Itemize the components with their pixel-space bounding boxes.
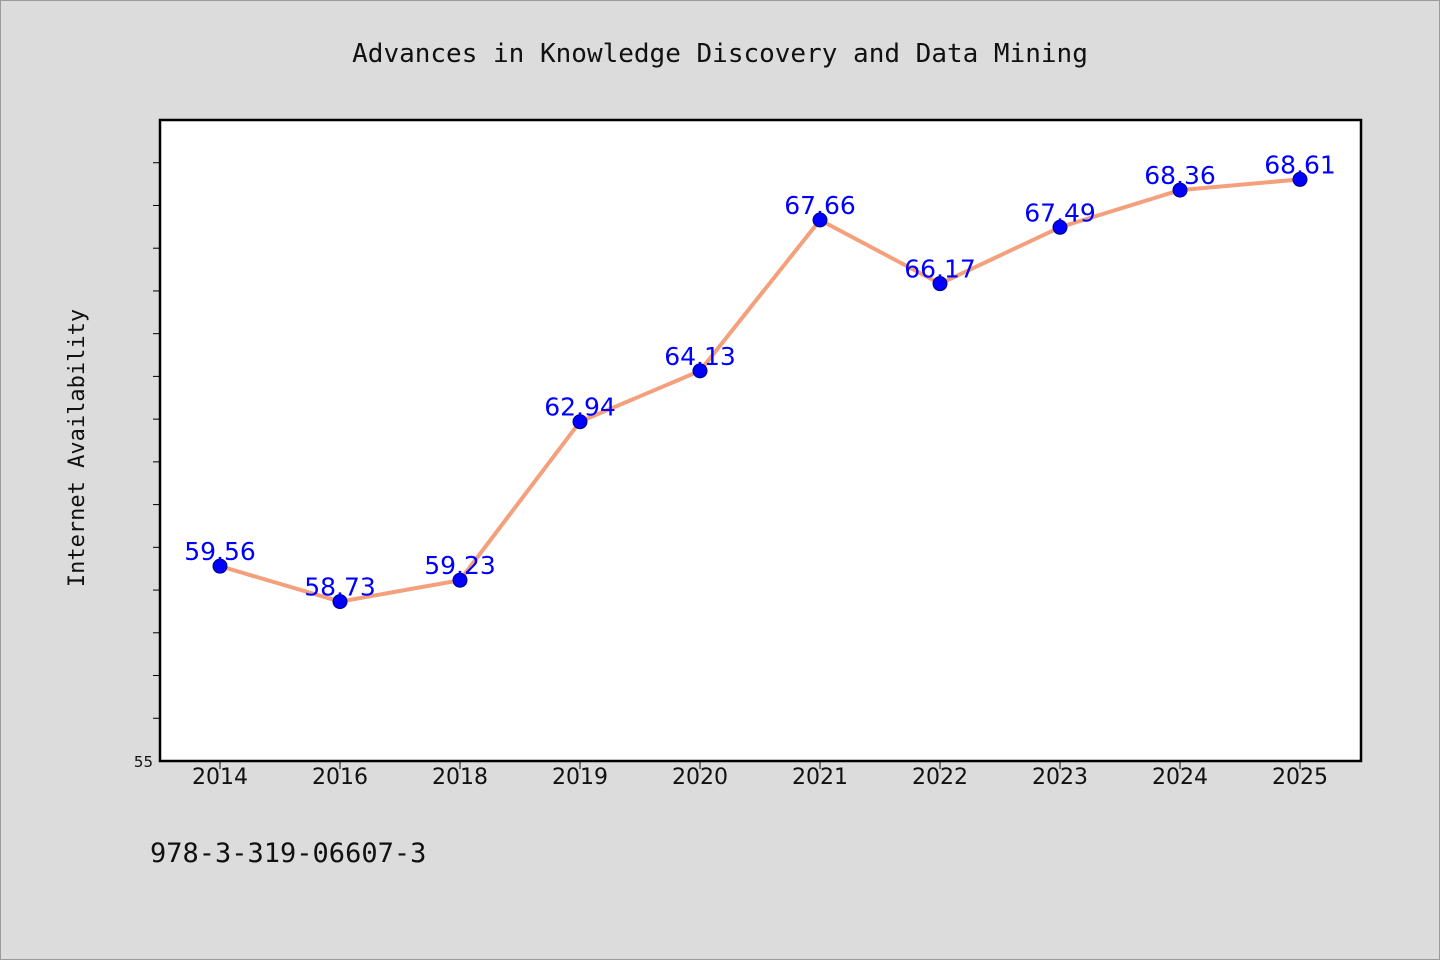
data-point — [1292, 171, 1308, 187]
data-label: 64.13 — [664, 342, 736, 371]
data-label: 68.61 — [1264, 150, 1336, 179]
x-tick-label: 2023 — [1032, 765, 1088, 790]
footer-isbn: 978-3-319-06607-3 — [150, 838, 426, 869]
data-point — [452, 572, 468, 588]
x-tick-label: 2019 — [552, 765, 608, 790]
data-labels: 59.56 58.73 59.23 62.94 64.13 67.66 66.17 67.49… — [184, 150, 1336, 601]
data-point — [212, 558, 228, 574]
data-label: 58.73 — [304, 573, 376, 602]
x-tick-label: 2021 — [792, 765, 848, 790]
data-point — [1172, 182, 1188, 198]
data-point — [1052, 219, 1068, 235]
data-label: 67.66 — [784, 191, 856, 220]
data-label: 62.94 — [544, 393, 616, 422]
x-tick-label: 2022 — [912, 765, 968, 790]
chart-title: Advances in Knowledge Discovery and Data… — [352, 39, 1088, 69]
data-point — [572, 414, 588, 430]
data-point — [332, 594, 348, 610]
plot-area — [160, 120, 1361, 761]
data-point — [812, 212, 828, 228]
data-label: 66.17 — [904, 255, 976, 284]
series-line — [218, 177, 1302, 604]
x-tick-label: 2018 — [432, 765, 488, 790]
x-tick-label: 2024 — [1152, 765, 1208, 790]
y-axis-ticks: 55 — [134, 162, 160, 771]
x-tick-label: 2016 — [312, 765, 368, 790]
x-tick-label: 2025 — [1272, 765, 1328, 790]
x-tick-label: 2020 — [672, 765, 728, 790]
data-label: 68.36 — [1144, 161, 1216, 190]
data-point — [692, 363, 708, 379]
data-label: 67.49 — [1024, 198, 1096, 227]
x-tick-label: 2014 — [192, 765, 248, 790]
y-axis-label: Internet Availability — [65, 309, 90, 587]
data-point — [932, 276, 948, 292]
data-label: 59.23 — [424, 551, 496, 580]
x-axis-ticks: 2014 2016 2018 2019 2020 2021 2022 2023 2024 2025 — [192, 761, 1328, 790]
y-tick-label: 55 — [134, 753, 153, 771]
data-label: 59.56 — [184, 537, 256, 566]
series-0 — [212, 171, 1308, 610]
plot-border — [158, 118, 1363, 763]
